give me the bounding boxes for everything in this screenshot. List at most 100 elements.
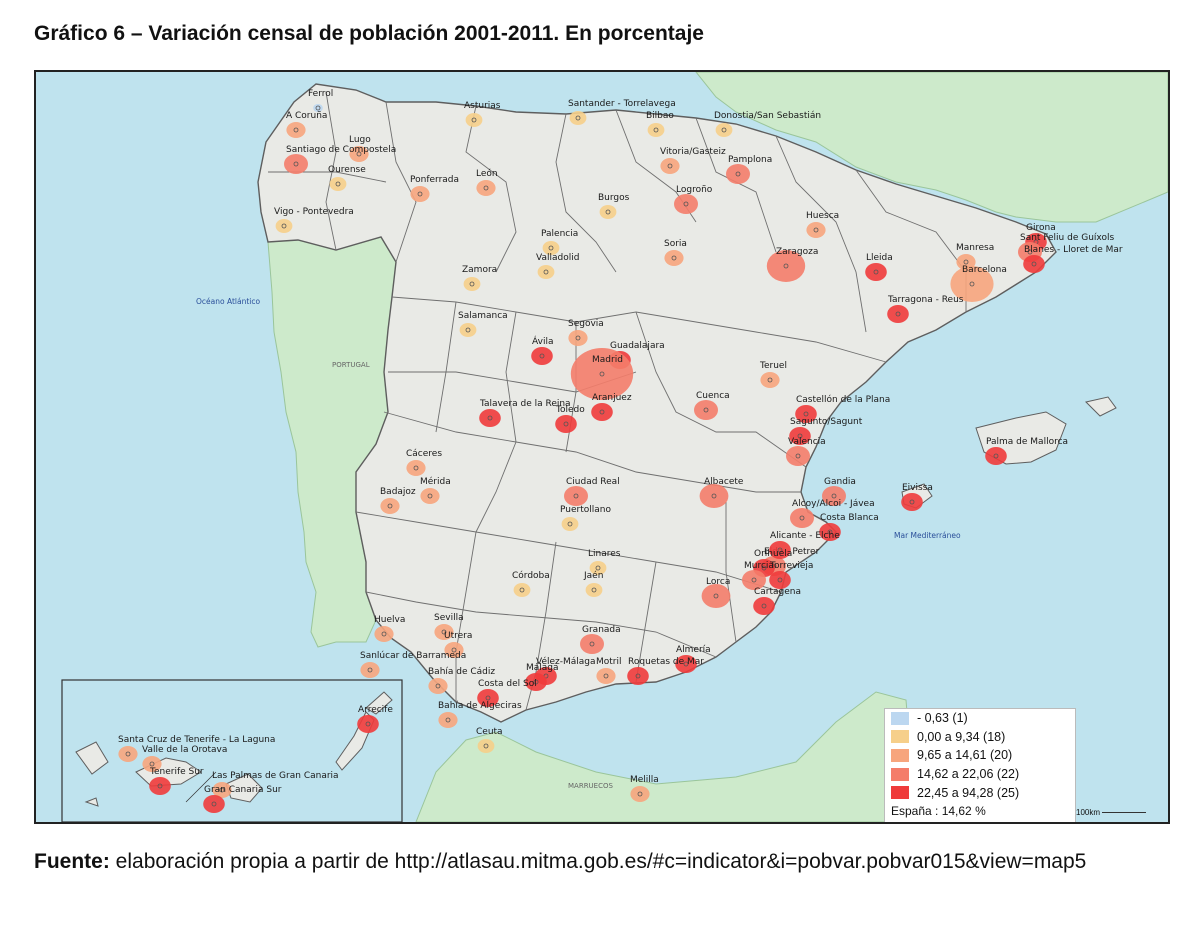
urban-area-shape — [599, 205, 617, 219]
urban-area-shape — [463, 277, 481, 291]
urban-area-shape — [1023, 255, 1045, 273]
city-label: Granada — [582, 625, 621, 635]
city-label: Lugo — [349, 135, 371, 145]
city-label: Palma de Mallorca — [986, 437, 1068, 447]
map-frame: Océano Atlántico Mar Mediterráneo PORTUG… — [34, 70, 1170, 824]
urban-area-shape — [694, 400, 718, 420]
urban-area-shape — [513, 583, 531, 597]
city-label: Ourense — [328, 165, 366, 175]
city-label: Asturias — [464, 101, 501, 111]
city-label: Vitoria/Gasteiz — [660, 147, 726, 157]
urban-area-shape — [568, 330, 588, 346]
island-lanzarote — [365, 691, 393, 715]
city-label: Manresa — [956, 243, 994, 253]
city-point — [767, 377, 773, 383]
city-point — [1027, 249, 1033, 255]
city-point — [219, 787, 225, 793]
legend: - 0,63 (1) 0,00 a 9,34 (18) 9,65 a 14,61 (… — [884, 708, 1076, 822]
urban-area-shape — [360, 662, 380, 678]
city-label: Albacete — [704, 477, 744, 487]
city-point — [485, 695, 491, 701]
urban-area-shape — [329, 177, 347, 191]
city-label: Huesca — [806, 211, 839, 221]
city-label: Zamora — [462, 265, 497, 275]
city-label: Murcia — [744, 561, 774, 571]
urban-area-shape — [769, 571, 791, 589]
urban-area-shape — [537, 265, 555, 279]
city-label: Arrecife — [358, 705, 393, 715]
city-label: Lorca — [706, 577, 730, 587]
city-point — [873, 269, 879, 275]
island-elhierro — [84, 797, 99, 807]
urban-area-shape — [142, 756, 162, 772]
city-label: Pamplona — [728, 155, 772, 165]
urban-area-shape — [630, 786, 650, 802]
island-menorca — [1085, 396, 1117, 417]
urban-area-shape — [701, 584, 731, 608]
city-label: Jaén — [583, 570, 603, 581]
city-point — [381, 631, 387, 637]
city-label: Tenerife Sur — [149, 767, 204, 777]
city-label: Ponferrada — [410, 175, 459, 185]
city-point — [589, 641, 595, 647]
city-point — [365, 721, 371, 727]
city-point — [315, 105, 321, 111]
city-label: Málaga — [526, 663, 559, 673]
city-label: Barcelona — [962, 265, 1007, 275]
city-label: Talavera de la Reina — [479, 399, 571, 409]
city-label: Roquetas de Mar — [628, 657, 704, 667]
urban-area-shape — [212, 782, 232, 798]
city-point — [671, 255, 677, 261]
city-point — [721, 127, 727, 133]
city-label: Blanes - Lloret de Mar — [1024, 245, 1123, 255]
city-point — [1031, 261, 1037, 267]
city-point — [465, 327, 471, 333]
city-label: Santa Cruz de Tenerife - La Laguna — [118, 735, 275, 745]
mediterranean-label: Mar Mediterráneo — [894, 531, 961, 540]
city-label: Badajoz — [380, 487, 416, 497]
chart-title: Gráfico 6 – Variación censal de població… — [34, 22, 704, 45]
urban-area-shape — [789, 427, 811, 445]
city-label: Orihuela — [754, 549, 792, 559]
legend-item: - 0,63 (1) — [885, 709, 1075, 728]
city-label: Ciudad Real — [566, 477, 620, 487]
urban-area-shape — [542, 241, 560, 255]
urban-area-shape — [819, 523, 841, 541]
city-point — [909, 499, 915, 505]
urban-area-shape — [406, 460, 426, 476]
city-point — [761, 603, 767, 609]
urban-area-shape — [647, 123, 665, 137]
urban-area-shape — [284, 154, 308, 174]
urban-area-shape — [580, 634, 604, 654]
city-point — [211, 801, 217, 807]
source-text: elaboración propia a partir de http://at… — [115, 850, 1087, 873]
city-point — [895, 311, 901, 317]
city-point — [653, 127, 659, 133]
urban-area-shape — [726, 164, 750, 184]
urban-area-shape — [476, 180, 496, 196]
urban-area-shape — [428, 678, 448, 694]
scale-bar: 100km — [1076, 808, 1147, 817]
city-point — [711, 493, 717, 499]
city-point — [293, 127, 299, 133]
city-point — [281, 223, 287, 229]
city-point — [445, 717, 451, 723]
city-label: Mérida — [420, 476, 451, 487]
legend-item: 14,62 a 22,06 (22) — [885, 765, 1075, 784]
city-point — [735, 171, 741, 177]
city-point — [563, 421, 569, 427]
urban-area-shape — [742, 570, 766, 590]
city-point — [483, 185, 489, 191]
city-point — [799, 515, 805, 521]
morocco-label: MARRUECOS — [568, 782, 613, 790]
city-label: A Coruña — [286, 111, 327, 121]
urban-area-shape — [203, 795, 225, 813]
city-label: Bahía de Cádiz — [428, 667, 495, 677]
city-label: Melilla — [630, 775, 659, 785]
city-point — [963, 259, 969, 265]
urban-area-shape — [555, 415, 577, 433]
legend-summary: España : 14,62 % — [891, 803, 986, 818]
atlantic-label-1: Océano Atlántico — [196, 297, 260, 306]
urban-area-shape — [313, 104, 323, 112]
city-point — [367, 667, 373, 673]
